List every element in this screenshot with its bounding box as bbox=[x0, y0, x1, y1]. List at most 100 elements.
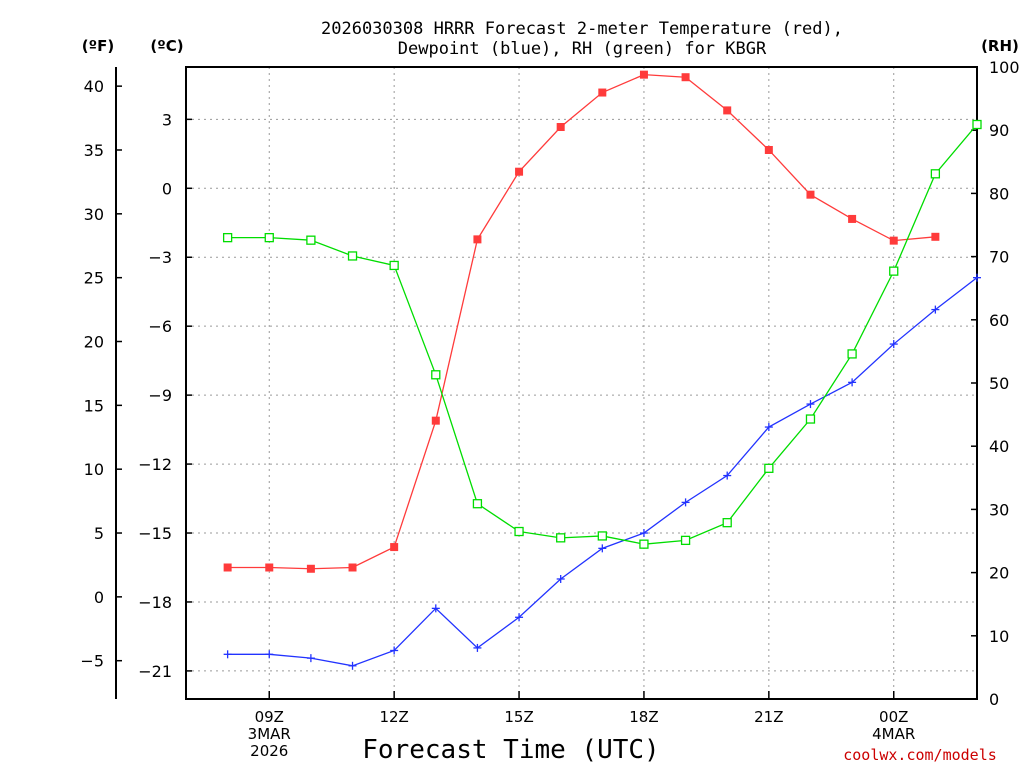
rh-point bbox=[347, 251, 358, 261]
fahrenheit-tick-label: 40 bbox=[84, 77, 104, 96]
dewpoint-point bbox=[265, 650, 274, 659]
x-tick-label: 15Z bbox=[504, 708, 533, 726]
celsius-tick-label: −15 bbox=[138, 524, 172, 543]
rh-point bbox=[597, 531, 607, 541]
dewpoint-point bbox=[431, 604, 440, 613]
temperature-point bbox=[515, 167, 524, 176]
dewpoint-point bbox=[390, 646, 399, 655]
celsius-tick-label: −12 bbox=[138, 455, 172, 474]
rh-tick-label: 70 bbox=[989, 248, 1009, 267]
dewpoint-point bbox=[931, 305, 940, 314]
temperature-point bbox=[639, 70, 648, 79]
temperature-line bbox=[227, 74, 936, 570]
celsius-tick-label: −21 bbox=[138, 662, 172, 681]
celsius-tick-label: −9 bbox=[148, 386, 172, 405]
rh-tick-label: 90 bbox=[989, 121, 1009, 140]
temperature-point bbox=[806, 190, 815, 199]
celsius-tick-label: −6 bbox=[148, 317, 172, 336]
axes bbox=[115, 66, 978, 700]
dewpoint-point bbox=[556, 574, 565, 583]
x-tick-label: 4MAR bbox=[872, 725, 915, 743]
fahrenheit-unit-label: (ºF) bbox=[82, 37, 114, 55]
celsius-tick-label: −18 bbox=[138, 593, 172, 612]
rh-tick-label: 30 bbox=[989, 500, 1009, 519]
rh-tick-label: 100 bbox=[989, 58, 1020, 77]
temperature-point bbox=[556, 123, 565, 132]
temperature-point bbox=[681, 73, 690, 82]
credit-text: coolwx.com/models bbox=[843, 746, 997, 764]
dewpoint-point bbox=[473, 643, 482, 652]
temperature-point bbox=[473, 235, 482, 244]
temperature-point bbox=[889, 236, 898, 245]
fahrenheit-tick-label: −5 bbox=[80, 652, 104, 671]
dewpoint-point bbox=[348, 661, 357, 670]
rh-point bbox=[972, 119, 982, 130]
dewpoint-point bbox=[973, 273, 981, 282]
gridlines bbox=[186, 67, 977, 699]
fahrenheit-tick-label: 25 bbox=[84, 269, 104, 288]
rh-point bbox=[764, 463, 774, 473]
temperature-point bbox=[390, 543, 399, 552]
tick-labels: −50510152025303540−21−18−15−12−9−6−30301… bbox=[80, 58, 1019, 760]
temperature-point bbox=[848, 214, 857, 223]
dewpoint-point bbox=[848, 378, 857, 387]
x-tick-label: 2026 bbox=[250, 742, 288, 760]
dewpoint-point bbox=[598, 544, 607, 553]
x-tick-label: 00Z bbox=[879, 708, 908, 726]
rh-unit-label: (RH) bbox=[981, 37, 1019, 55]
rh-point bbox=[514, 526, 524, 537]
rh-point bbox=[680, 535, 691, 546]
rh-point bbox=[264, 232, 274, 243]
rh-tick-label: 80 bbox=[989, 184, 1009, 203]
x-tick-label: 09Z bbox=[255, 708, 284, 726]
rh-tick-label: 50 bbox=[989, 374, 1009, 393]
x-axis-title: Forecast Time (UTC) bbox=[362, 735, 659, 765]
dewpoint-point bbox=[306, 654, 315, 663]
temperature-point bbox=[265, 563, 274, 572]
rh-tick-label: 60 bbox=[989, 311, 1009, 330]
x-tick-label: 21Z bbox=[754, 708, 783, 726]
chart-title-line1: 2026030308 HRRR Forecast 2-meter Tempera… bbox=[321, 19, 843, 39]
dewpoint-point bbox=[223, 650, 232, 659]
fahrenheit-tick-label: 5 bbox=[94, 524, 104, 543]
dewpoint-point bbox=[639, 529, 648, 538]
dewpoint-point bbox=[889, 340, 898, 349]
rh-point bbox=[431, 370, 441, 380]
fahrenheit-tick-label: 15 bbox=[84, 396, 104, 415]
rh-tick-label: 10 bbox=[989, 627, 1009, 646]
temperature-point bbox=[431, 416, 440, 425]
temperature-point bbox=[764, 145, 773, 154]
celsius-tick-label: −3 bbox=[148, 248, 172, 267]
rh-point bbox=[556, 533, 566, 543]
rh-point bbox=[889, 266, 899, 276]
dewpoint-point bbox=[764, 423, 773, 432]
rh-point bbox=[389, 260, 399, 271]
fahrenheit-tick-label: 10 bbox=[84, 460, 104, 479]
rh-line bbox=[227, 124, 978, 545]
x-tick-label: 3MAR bbox=[248, 725, 291, 743]
rh-point bbox=[639, 539, 649, 549]
rh-tick-label: 20 bbox=[989, 564, 1009, 583]
fahrenheit-tick-label: 30 bbox=[84, 205, 104, 224]
rh-tick-label: 40 bbox=[989, 437, 1009, 456]
fahrenheit-tick-label: 20 bbox=[84, 333, 104, 352]
temperature-point bbox=[931, 232, 940, 241]
rh-point bbox=[222, 232, 233, 243]
rh-point bbox=[847, 349, 857, 359]
dewpoint-point bbox=[723, 471, 732, 480]
temperature-point bbox=[348, 563, 357, 572]
rh-point bbox=[306, 235, 316, 245]
data-series bbox=[222, 70, 982, 670]
temperature-point bbox=[223, 563, 232, 572]
dewpoint-point bbox=[515, 613, 524, 622]
fahrenheit-tick-label: 0 bbox=[94, 588, 104, 607]
plot-frame bbox=[185, 66, 978, 700]
dewpoint-point bbox=[681, 498, 690, 507]
x-tick-label: 18Z bbox=[629, 708, 658, 726]
celsius-unit-label: (ºC) bbox=[150, 37, 183, 55]
temperature-point bbox=[723, 106, 732, 115]
chart-title-line2: Dewpoint (blue), RH (green) for KBGR bbox=[398, 39, 767, 59]
celsius-tick-label: 3 bbox=[162, 110, 172, 129]
rh-point bbox=[472, 499, 483, 509]
